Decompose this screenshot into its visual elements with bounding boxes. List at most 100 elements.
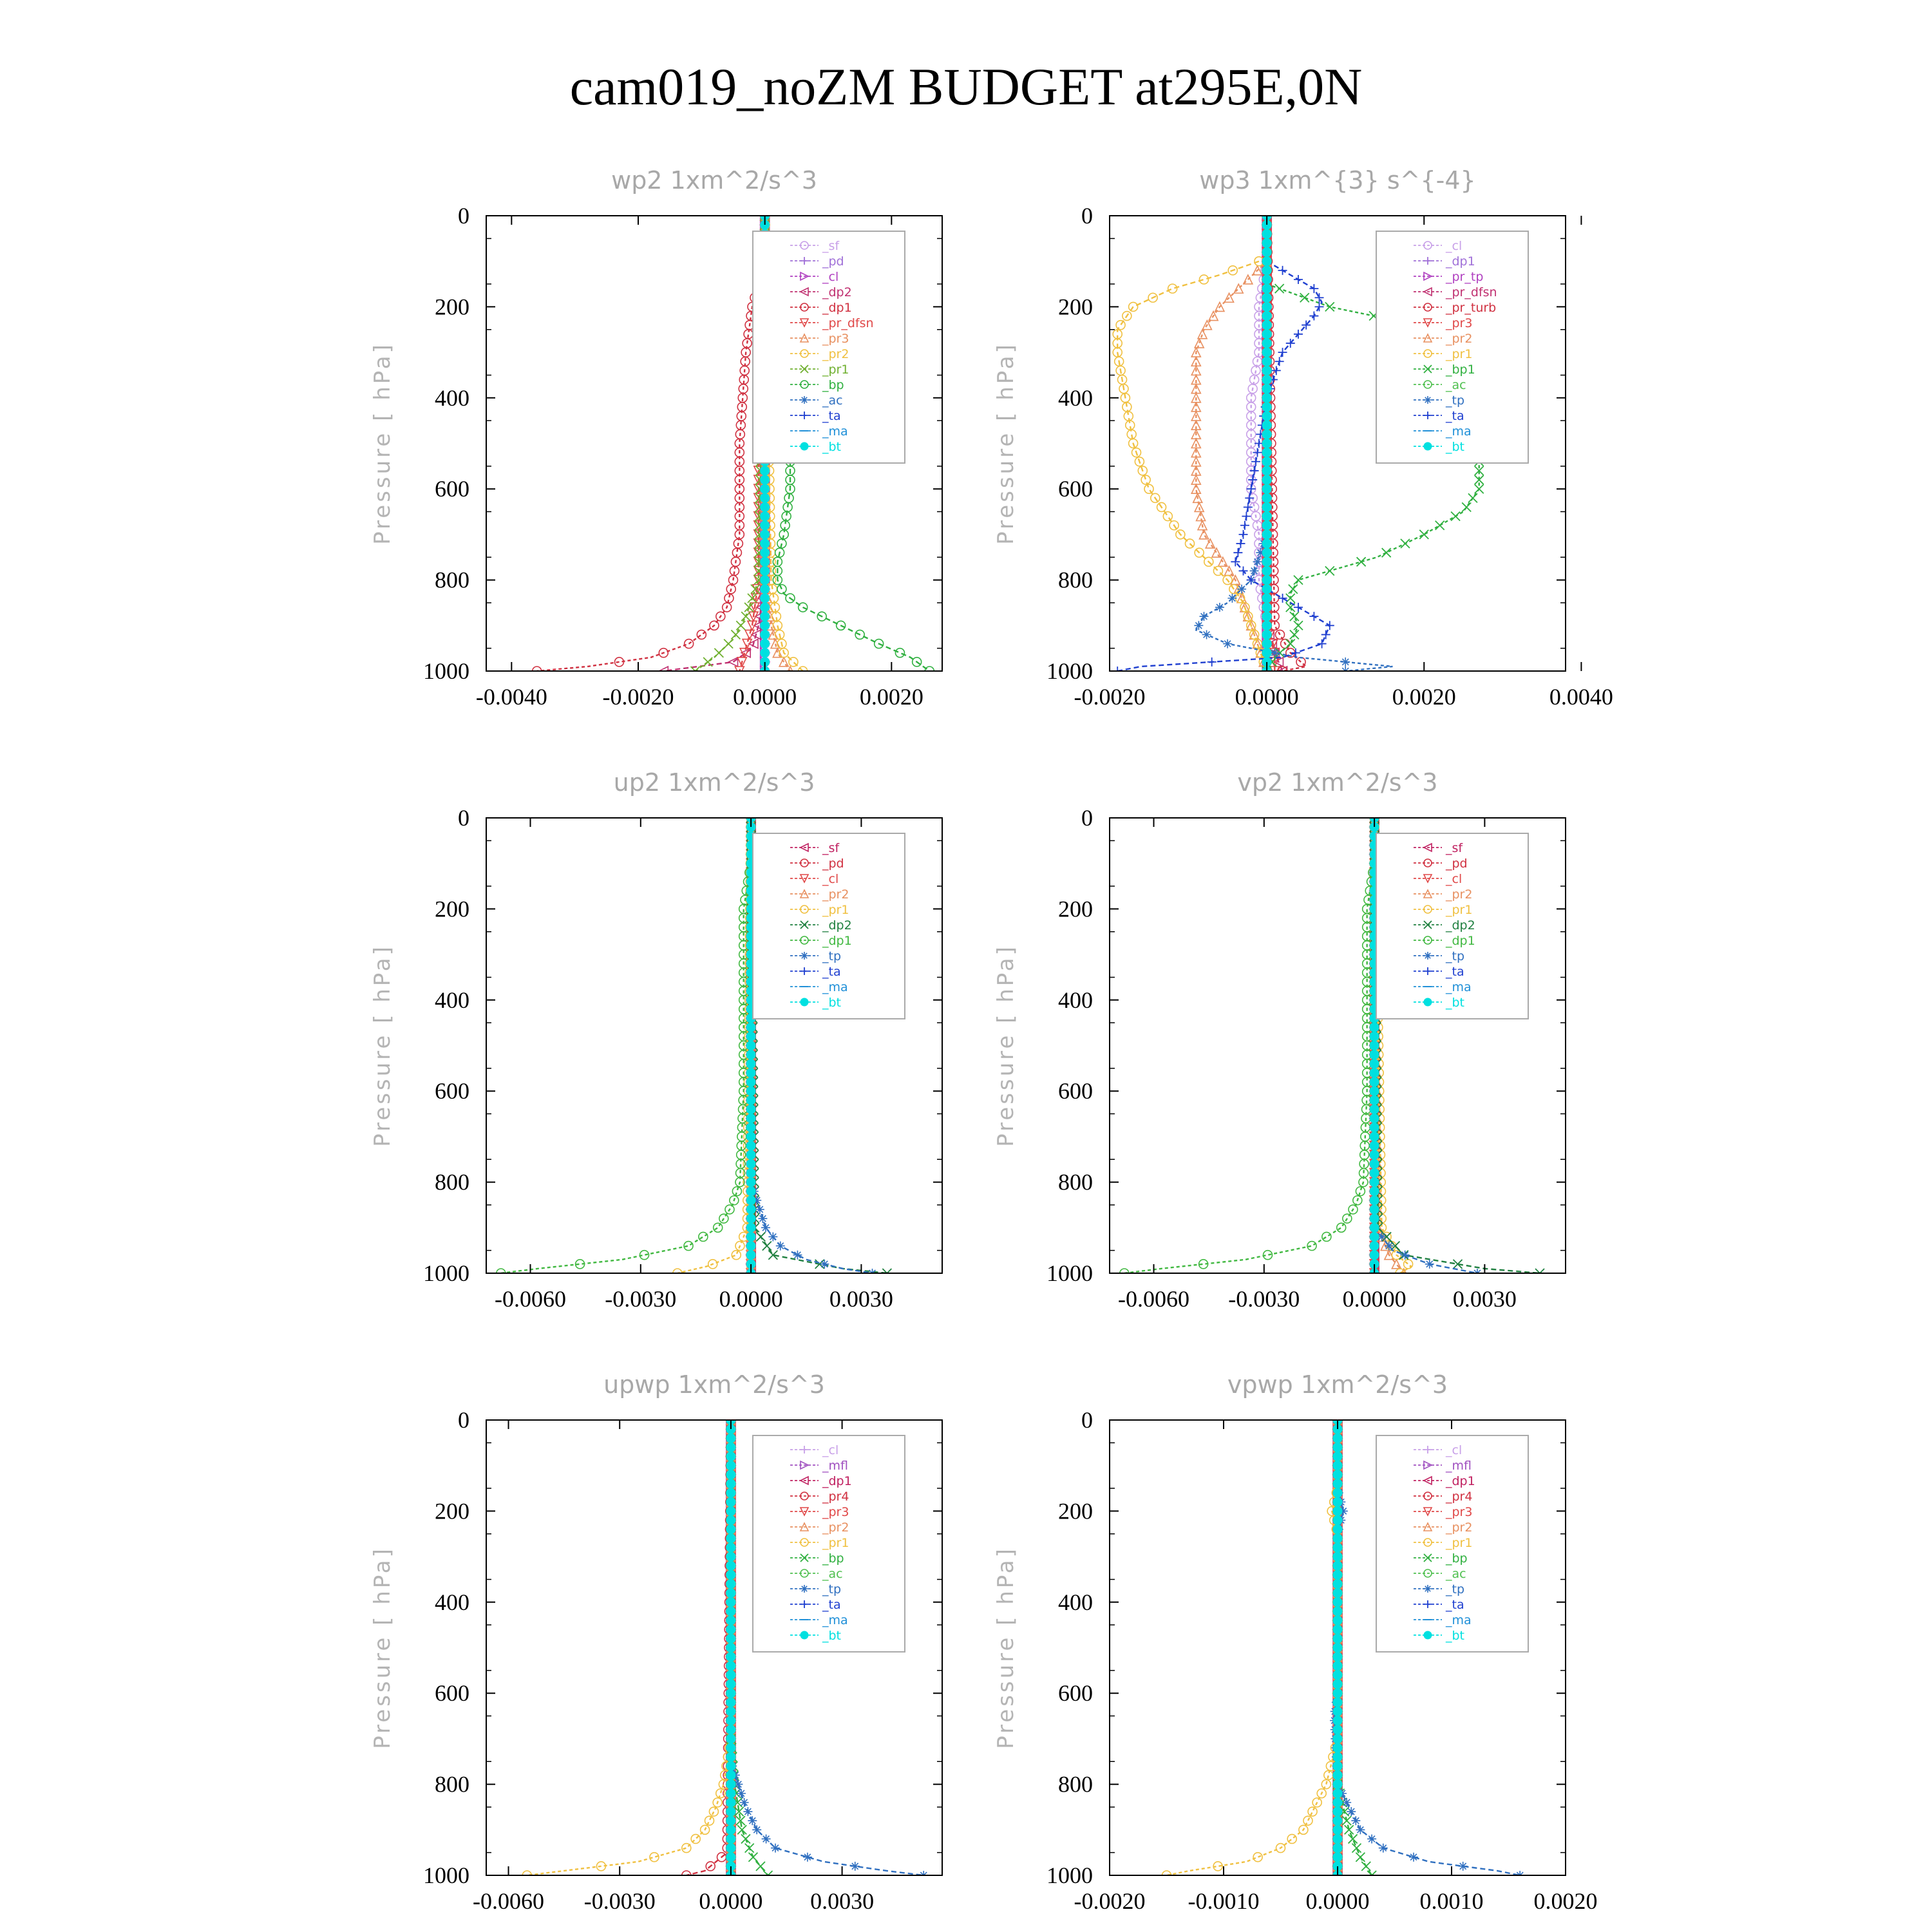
data-point xyxy=(1184,538,1195,549)
data-point xyxy=(1309,612,1319,621)
data-point xyxy=(746,1241,756,1251)
data-point xyxy=(1262,274,1272,285)
data-point xyxy=(746,1122,756,1133)
data-point xyxy=(1285,638,1296,649)
data-point xyxy=(772,620,783,631)
data-point xyxy=(1204,556,1214,567)
data-point xyxy=(1332,1470,1343,1480)
legend-label: _cl xyxy=(1445,239,1462,253)
legend-label: _pr1 xyxy=(1445,347,1472,361)
data-point xyxy=(735,1815,746,1826)
y-tick-label: 1000 xyxy=(1046,1862,1093,1888)
data-point xyxy=(1253,1852,1263,1862)
legend-marker xyxy=(1423,318,1433,328)
legend-label: _dp2 xyxy=(822,918,852,933)
data-point xyxy=(1425,1259,1434,1269)
data-point xyxy=(761,1834,771,1844)
panel-title: vp2 1xm^2/s^3 xyxy=(1237,768,1437,797)
legend-label: _tp xyxy=(822,949,841,963)
data-point xyxy=(1270,648,1280,658)
chart-panel-5: upwp 1xm^2/s^3 Pressure [ hPa] 0 200 400 600 8… xyxy=(370,1370,943,1914)
data-point xyxy=(726,1624,736,1634)
data-point xyxy=(1332,1679,1343,1689)
data-point xyxy=(736,657,748,668)
data-point xyxy=(1289,611,1300,621)
data-point xyxy=(1332,1615,1343,1625)
data-point xyxy=(1262,347,1272,357)
data-point xyxy=(746,1250,756,1260)
data-point xyxy=(1307,1806,1318,1817)
data-point xyxy=(1198,274,1209,285)
data-point xyxy=(1285,593,1296,603)
data-point xyxy=(760,584,770,594)
legend-marker xyxy=(1423,303,1432,312)
data-point xyxy=(746,1104,756,1114)
data-point xyxy=(924,666,935,671)
data-point xyxy=(1395,1268,1405,1273)
legend-label: _pr3 xyxy=(1445,316,1472,330)
data-point xyxy=(1321,1779,1332,1790)
legend-marker xyxy=(800,271,810,281)
data-point xyxy=(726,1569,736,1580)
data-point xyxy=(1321,1231,1332,1242)
data-point xyxy=(1251,457,1261,466)
data-point xyxy=(746,1150,756,1160)
data-point xyxy=(1198,529,1209,540)
data-point xyxy=(1227,593,1237,603)
legend-marker xyxy=(800,1460,810,1470)
y-tick-label: 1000 xyxy=(423,658,469,684)
data-point xyxy=(744,602,754,612)
data-point xyxy=(1325,301,1335,312)
data-point xyxy=(1461,502,1472,513)
y-tick-label: 200 xyxy=(435,1498,469,1524)
legend-label: _pr_turb xyxy=(1445,301,1496,315)
data-point xyxy=(726,1670,736,1680)
data-point xyxy=(815,1259,825,1269)
data-point xyxy=(1262,565,1272,576)
data-point xyxy=(1332,1806,1343,1817)
legend-marker xyxy=(800,967,808,975)
panel-title: wp3 1xm^{3} s^{-4} xyxy=(1199,166,1475,194)
data-point xyxy=(726,1506,736,1516)
data-point xyxy=(1262,238,1272,248)
y-axis-label: Pressure [ hPa] xyxy=(370,1546,395,1749)
legend-marker xyxy=(1423,1538,1432,1547)
data-point xyxy=(746,1213,756,1224)
data-point xyxy=(726,1833,736,1844)
legend-label: _pr_dfsn xyxy=(1445,285,1497,299)
data-point xyxy=(760,475,770,485)
x-tick-label: 0.0030 xyxy=(829,1286,893,1312)
data-point xyxy=(1300,292,1310,303)
data-point xyxy=(1369,1031,1379,1041)
legend-label: _pr3 xyxy=(822,332,849,346)
data-point xyxy=(760,511,770,522)
data-point xyxy=(1271,366,1281,375)
data-point xyxy=(1332,1506,1343,1516)
data-point xyxy=(1238,566,1248,576)
data-point xyxy=(726,1597,736,1607)
data-point xyxy=(1293,274,1303,284)
data-point xyxy=(1217,556,1229,567)
legend xyxy=(752,833,905,1019)
series-line-dp1 xyxy=(500,863,752,1273)
legend-label: _ta xyxy=(1445,409,1464,423)
legend-label: _pr2 xyxy=(1445,887,1472,902)
data-point xyxy=(1316,1788,1327,1799)
data-point xyxy=(1332,1569,1343,1580)
legend-label: _dp1 xyxy=(1445,1474,1475,1488)
data-point xyxy=(705,1861,716,1871)
data-point xyxy=(1262,256,1272,267)
legend-label: _bt xyxy=(822,996,841,1010)
data-point xyxy=(1332,1442,1343,1452)
legend-label: _tp xyxy=(1445,1582,1464,1596)
data-point xyxy=(1262,529,1272,540)
data-point xyxy=(734,1806,744,1817)
data-point xyxy=(723,638,734,649)
data-point xyxy=(746,1231,756,1242)
data-point xyxy=(726,1470,736,1480)
data-point xyxy=(1369,1204,1379,1215)
data-point xyxy=(793,1250,802,1260)
data-point xyxy=(1274,648,1285,658)
data-point xyxy=(758,1214,768,1224)
data-point xyxy=(788,657,799,667)
